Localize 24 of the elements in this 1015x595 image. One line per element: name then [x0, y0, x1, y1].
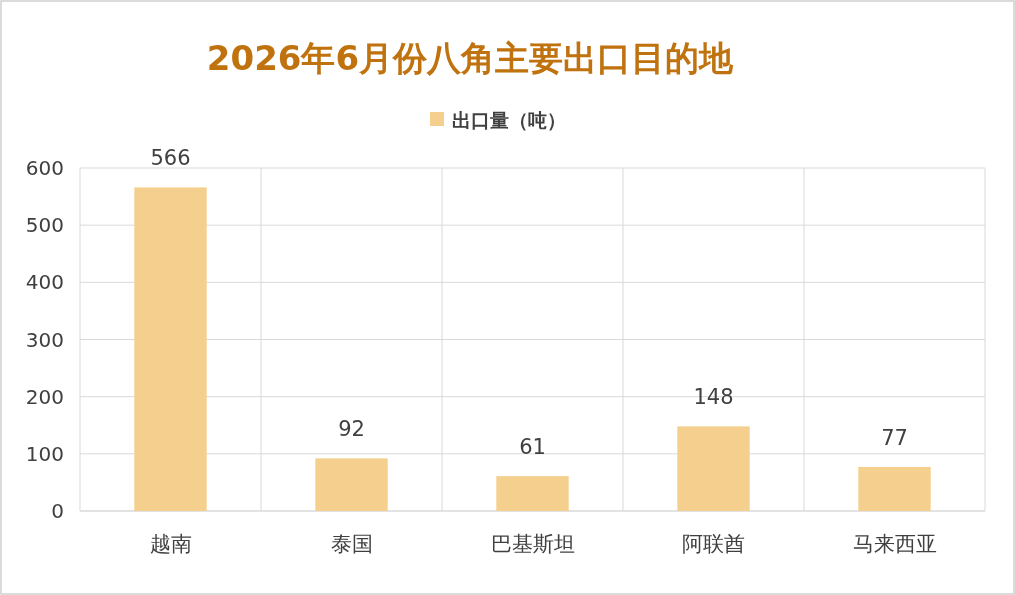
data-label: 77	[881, 425, 908, 450]
y-tick-label: 200	[25, 384, 64, 409]
data-label: 148	[693, 385, 734, 410]
y-tick-label: 600	[25, 156, 64, 180]
legend-label: 出口量（吨）	[452, 109, 566, 131]
x-tick-label: 马来西亚	[852, 532, 937, 556]
x-tick-label: 越南	[149, 532, 192, 556]
bar	[858, 466, 931, 511]
data-label: 92	[338, 417, 365, 442]
chart-title: 2026年6月份八角主要出口目的地	[206, 38, 735, 78]
y-tick-label: 300	[25, 327, 64, 352]
x-tick-label: 泰国	[330, 532, 373, 556]
bar	[134, 187, 207, 511]
x-tick-label: 阿联酋	[682, 532, 745, 556]
data-label: 566	[150, 146, 191, 171]
y-tick-label: 500	[25, 213, 64, 238]
bar	[496, 476, 569, 511]
y-tick-label: 100	[25, 441, 64, 466]
y-tick-label: 400	[25, 270, 64, 295]
data-label: 61	[519, 435, 546, 460]
bar	[315, 458, 388, 511]
y-tick-label: 0	[51, 499, 64, 523]
bar	[677, 426, 750, 511]
x-tick-label: 巴基斯坦	[490, 532, 575, 556]
